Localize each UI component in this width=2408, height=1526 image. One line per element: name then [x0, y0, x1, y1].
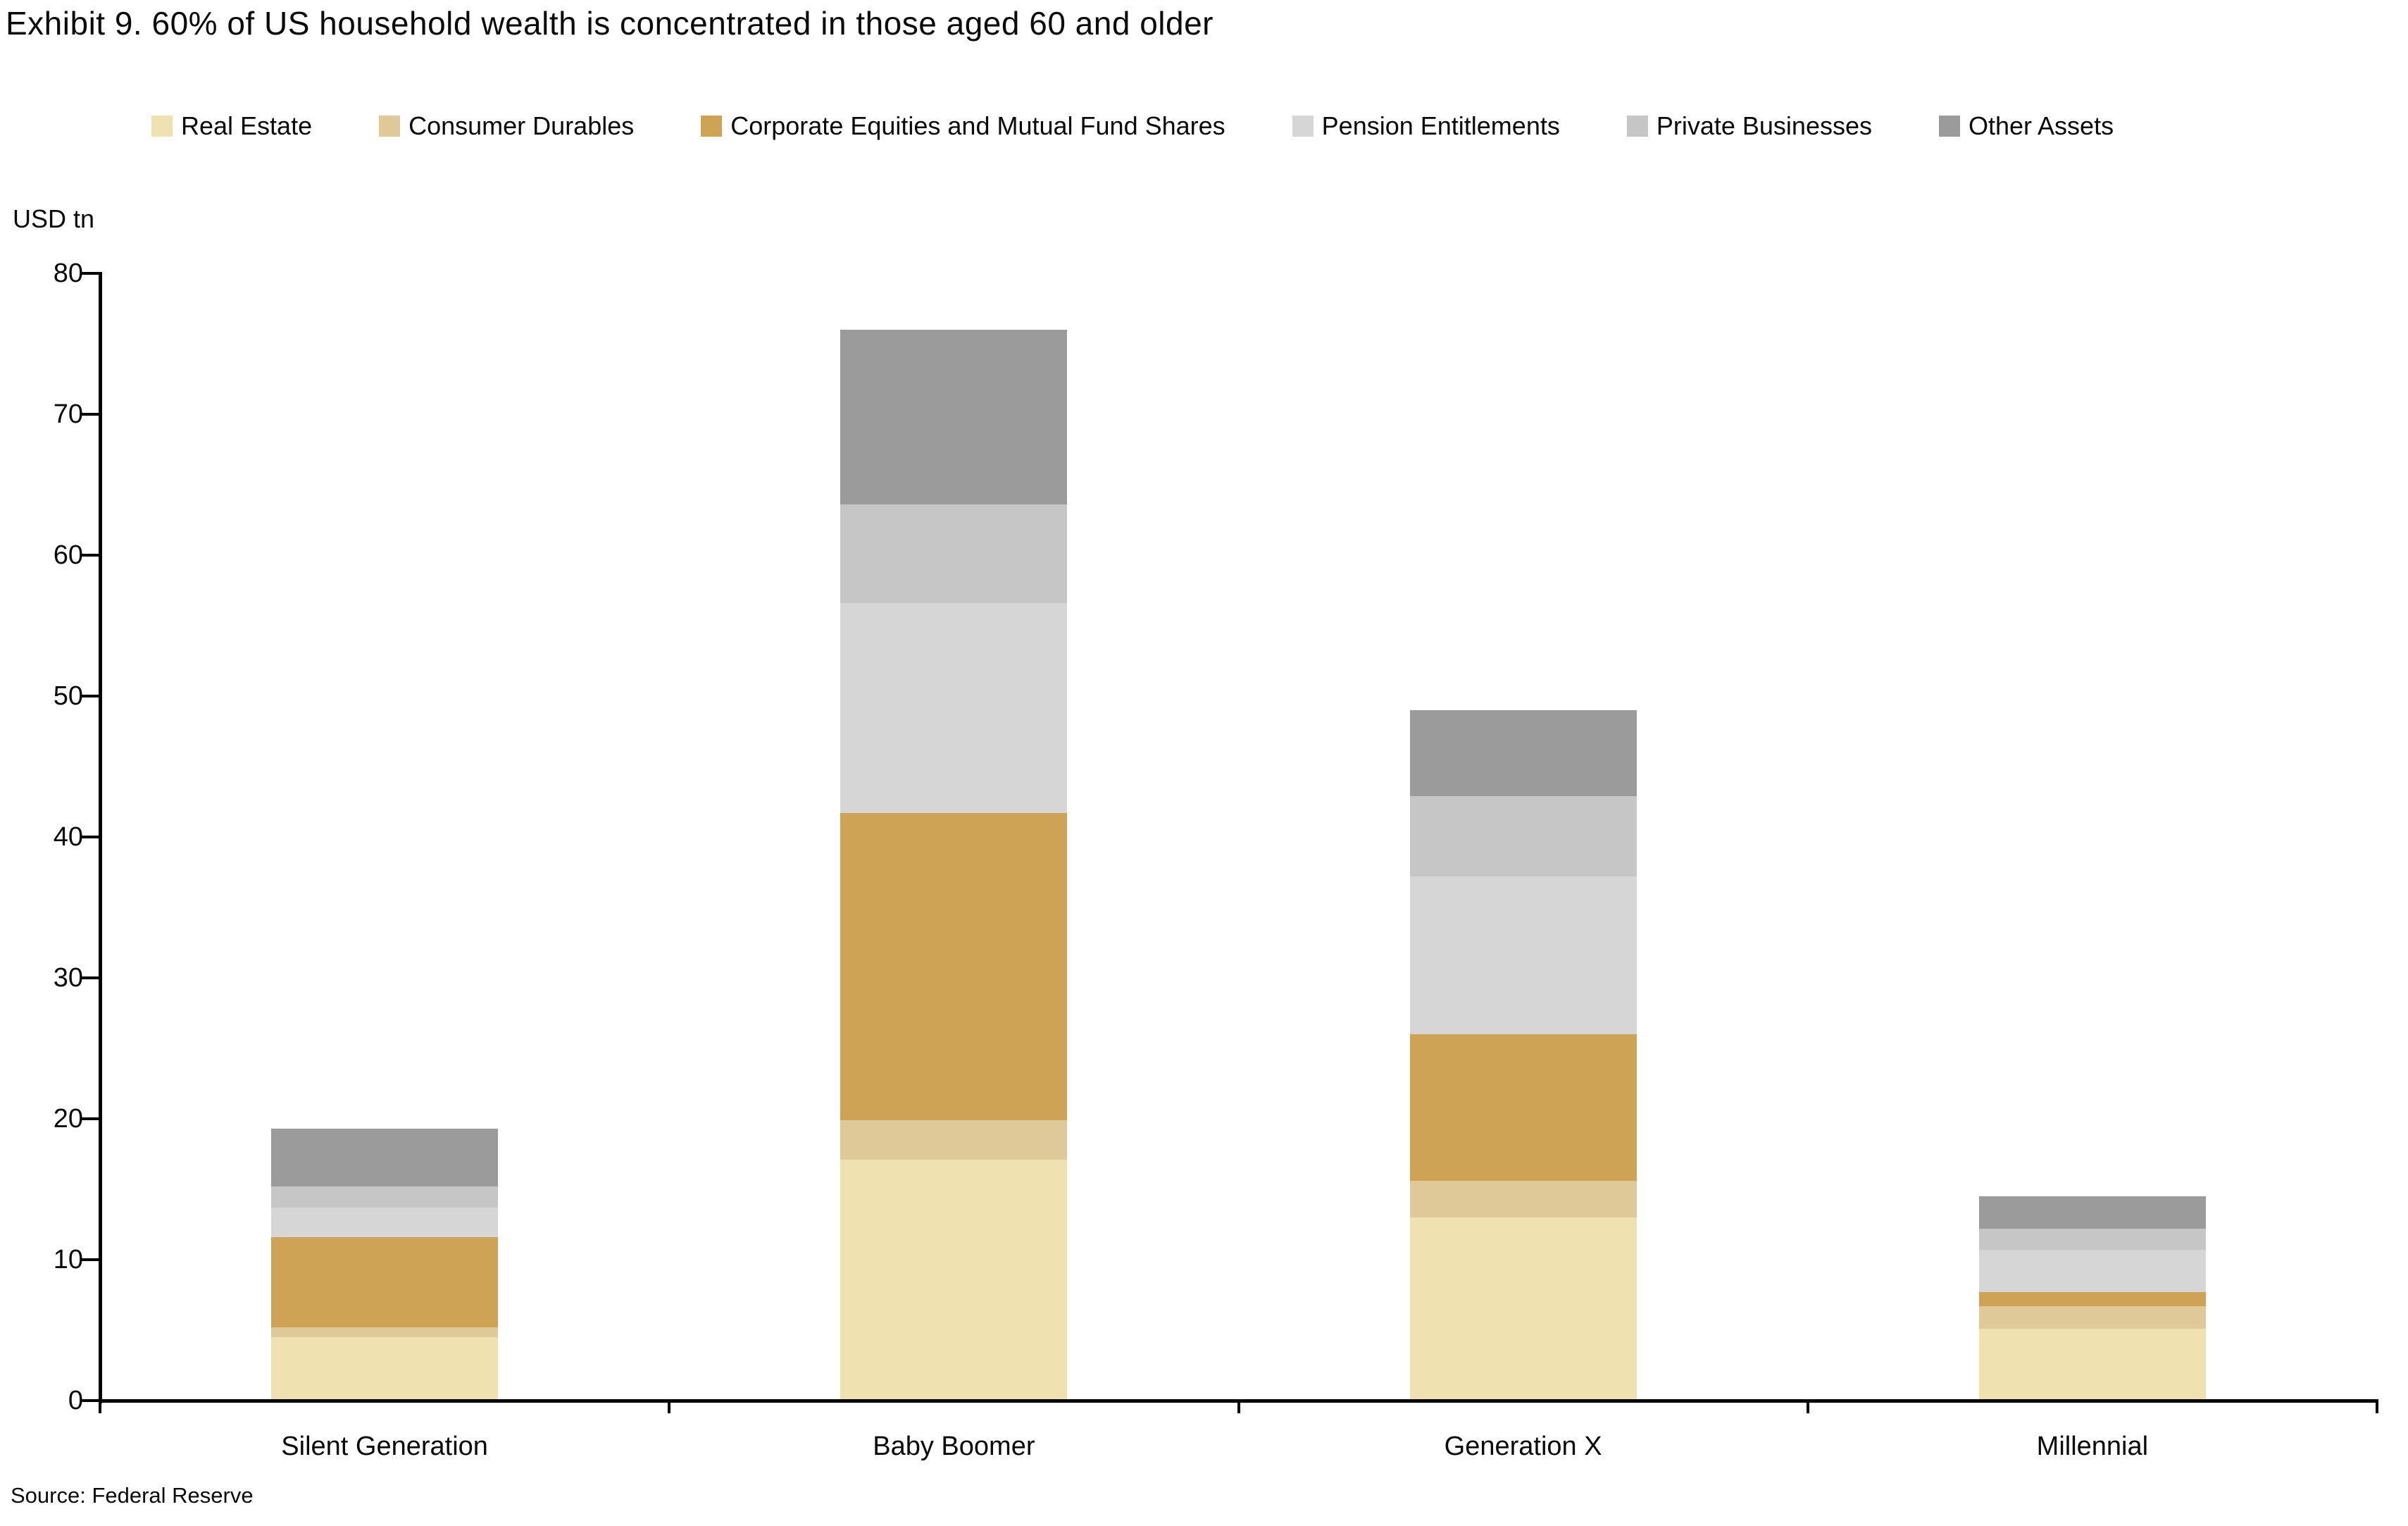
y-axis-tick — [82, 272, 100, 275]
y-axis-tick-label: 0 — [68, 1386, 83, 1415]
bar-segment — [271, 1186, 499, 1208]
bar-segment — [1978, 1306, 2206, 1329]
legend-item: Other Assets — [1938, 111, 2114, 141]
y-axis-tick — [82, 554, 100, 557]
legend-swatch-icon — [151, 116, 173, 137]
legend-swatch-icon — [379, 116, 401, 137]
bar-segment — [840, 603, 1068, 813]
legend-item: Consumer Durables — [379, 111, 634, 141]
bar-segment — [840, 330, 1068, 504]
x-axis-tick — [99, 1402, 101, 1413]
bar-segment — [271, 1129, 499, 1186]
source-note: Source: Federal Reserve — [11, 1483, 254, 1508]
legend-label: Consumer Durables — [408, 111, 635, 140]
bar-segment — [1978, 1229, 2206, 1250]
bar-segment — [271, 1337, 499, 1401]
y-axis-tick-label: 60 — [53, 540, 83, 570]
bar-segment — [1978, 1250, 2206, 1292]
y-axis-tick-label: 20 — [53, 1104, 83, 1134]
y-axis-tick — [82, 976, 100, 979]
y-axis-tick — [82, 1399, 100, 1402]
y-axis-tick-label: 30 — [53, 963, 83, 993]
x-axis-tick — [2376, 1402, 2378, 1413]
bar-segment — [840, 1120, 1068, 1160]
bar-segment — [1409, 1034, 1637, 1181]
y-axis-line — [99, 272, 102, 1403]
legend-label: Private Businesses — [1656, 111, 1872, 140]
bar-segment — [840, 1160, 1068, 1401]
y-axis-tick-label: 80 — [53, 259, 83, 288]
x-axis-tick — [1806, 1402, 1809, 1413]
bar-segment — [271, 1208, 499, 1237]
y-axis-tick-label: 50 — [53, 681, 83, 711]
y-axis-tick-label: 10 — [53, 1245, 83, 1274]
legend-item: Private Businesses — [1626, 111, 1872, 141]
bar-segment — [1409, 796, 1637, 876]
bar-segment — [840, 504, 1068, 603]
x-axis-line — [99, 1399, 2378, 1403]
bar-segment — [271, 1237, 499, 1327]
y-axis-unit-label: USD tn — [13, 204, 95, 233]
chart-legend: Real Estate Consumer Durables Corporate Eq… — [151, 111, 2114, 141]
x-axis-category-label: Silent Generation — [281, 1432, 488, 1461]
legend-swatch-icon — [1292, 116, 1314, 137]
x-axis-category-label: Baby Boomer — [873, 1432, 1035, 1461]
bar-segment — [1409, 1217, 1637, 1401]
x-axis-category-label: Millennial — [2036, 1432, 2149, 1461]
bar-segment — [1409, 876, 1637, 1034]
legend-label: Real Estate — [181, 111, 313, 140]
bar-segment — [1409, 1181, 1637, 1217]
bar-segment — [1409, 710, 1637, 796]
legend-item: Corporate Equities and Mutual Fund Share… — [701, 111, 1225, 141]
y-axis-tick — [82, 1258, 100, 1261]
y-axis-tick — [82, 413, 100, 416]
legend-item: Pension Entitlements — [1292, 111, 1560, 141]
legend-label: Corporate Equities and Mutual Fund Share… — [730, 111, 1225, 140]
legend-label: Other Assets — [1968, 111, 2114, 140]
y-axis-tick-label: 40 — [53, 822, 83, 852]
y-axis-tick-label: 70 — [53, 399, 83, 429]
y-axis-tick — [82, 695, 100, 697]
bar-segment — [1978, 1292, 2206, 1306]
y-axis-tick — [82, 1117, 100, 1120]
bar-segment — [271, 1327, 499, 1337]
legend-swatch-icon — [1626, 116, 1648, 137]
chart-title: Exhibit 9. 60% of US household wealth is… — [6, 5, 1214, 42]
y-axis-tick — [82, 836, 100, 838]
bar-segment — [1978, 1329, 2206, 1401]
legend-swatch-icon — [1938, 116, 1960, 137]
x-axis-tick — [668, 1402, 671, 1413]
x-axis-category-label: Generation X — [1444, 1432, 1602, 1461]
legend-swatch-icon — [701, 116, 723, 137]
bar-segment — [840, 813, 1068, 1120]
bar-segment — [1978, 1196, 2206, 1229]
x-axis-tick — [1237, 1402, 1240, 1413]
legend-label: Pension Entitlements — [1321, 111, 1560, 140]
legend-item: Real Estate — [151, 111, 312, 141]
